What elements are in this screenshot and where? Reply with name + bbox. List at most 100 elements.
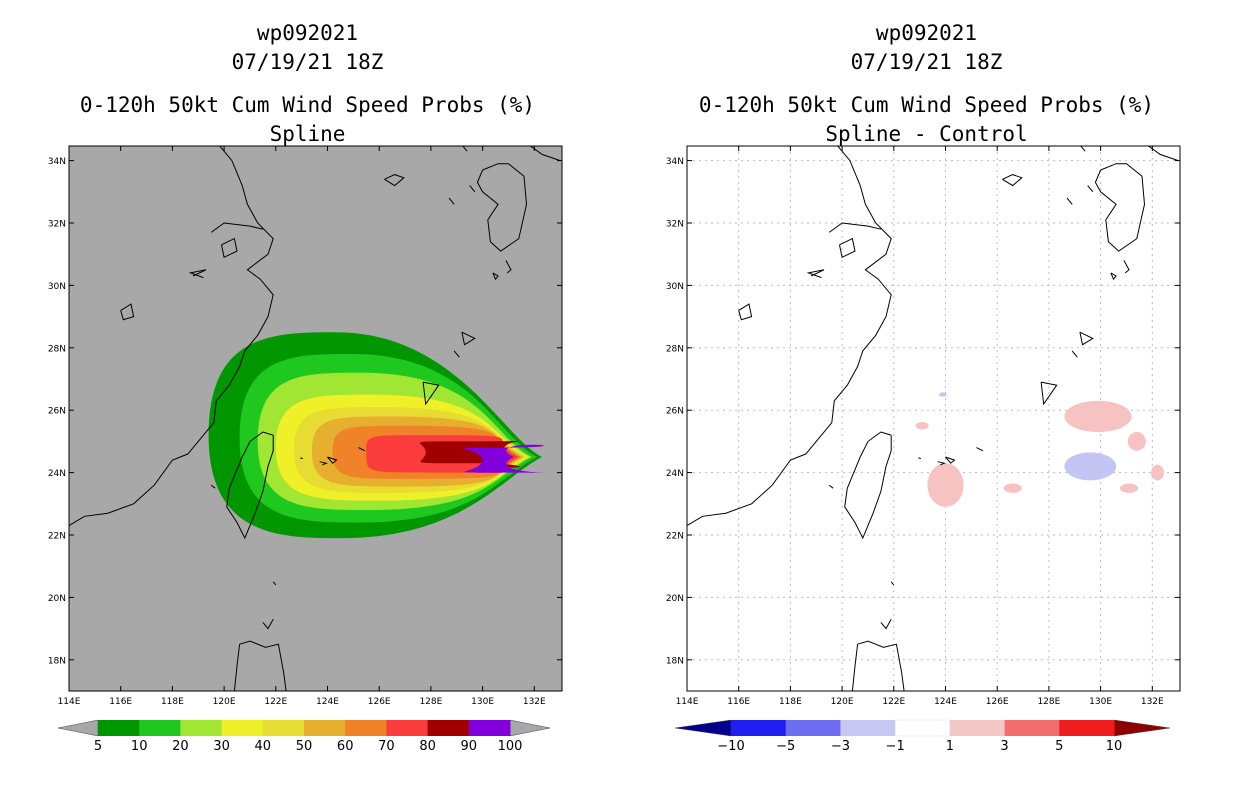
right-coast-miyako <box>976 447 984 452</box>
right-diff-blob <box>927 463 964 507</box>
left-coast-tanega <box>505 260 512 274</box>
right-colorbar-swatch <box>785 720 841 736</box>
left-ytick-label: 32N <box>48 220 66 230</box>
right-ytick-label: 24N <box>666 469 684 479</box>
right-ytick-label: 26N <box>666 407 684 417</box>
right-storm-id: wp092021 <box>875 21 978 45</box>
right-xtick-label: 122E <box>882 697 905 707</box>
left-coast-kyushu_isl2 <box>448 197 455 205</box>
left-colorbar-swatch <box>139 720 181 736</box>
left-colorbar-label: 20 <box>172 739 189 754</box>
right-coast-taiwan <box>844 431 892 540</box>
left-ytick-label: 20N <box>48 594 66 604</box>
left-colorbar-swatch <box>304 720 346 736</box>
right-colorbar-white-outline <box>894 719 951 737</box>
right-coast-kyushu <box>1094 163 1146 252</box>
right-diff-blob <box>1064 400 1132 433</box>
left-xtick-label: 132E <box>523 697 546 707</box>
right-colorbar-label: 1 <box>946 739 954 754</box>
left-coast-penghu <box>210 484 216 489</box>
left-colorbar-label: 30 <box>213 739 230 754</box>
left-ytick-label: 34N <box>48 157 66 167</box>
left-ytick-label: 18N <box>48 656 66 666</box>
left-contour-90 <box>464 444 545 474</box>
left-colorbar-label: 50 <box>296 739 313 754</box>
left-map-frame <box>68 145 563 692</box>
left-colorbar-swatch <box>221 720 264 736</box>
right-coast-okinawa <box>1040 381 1058 406</box>
left-storm-id: wp092021 <box>256 21 359 45</box>
left-map-panel: 114E 116E 118E 120E 122E 124E 126E 128E 130E 132E… <box>48 145 563 707</box>
right-colorbar-swatch <box>949 720 1006 736</box>
right-xtick-label: 130E <box>1089 697 1112 707</box>
right-chart-title: wp092021 07/19/21 18Z 0-120h 50kt Cum Wi… <box>664 19 1189 149</box>
left-xtick-label: 120E <box>213 697 236 707</box>
right-colorbar-swatch <box>840 720 896 736</box>
left-xtick-label: 118E <box>161 697 184 707</box>
left-coast-jeju <box>384 174 405 187</box>
left-xtick-label: 122E <box>264 697 287 707</box>
left-colorbar-swatch <box>345 720 387 736</box>
left-xtick-label: 114E <box>58 697 81 707</box>
left-coast-lake2 <box>120 303 135 321</box>
left-coast-okinawa <box>422 381 440 406</box>
right-xtick-label: 116E <box>727 697 750 707</box>
right-colorbar-high-arrow <box>1113 719 1171 737</box>
right-coast-lake3 <box>806 269 825 279</box>
right-xtick-label: 132E <box>1141 697 1164 707</box>
left-coast-honshu <box>529 146 561 162</box>
right-data-layer <box>687 146 1180 691</box>
right-datetime: 07/19/21 18Z <box>850 50 1003 74</box>
right-title: 0-120h 50kt Cum Wind Speed Probs (%) <box>698 93 1155 117</box>
left-coast-iriomote <box>319 461 328 466</box>
right-xtick-label: 126E <box>986 697 1009 707</box>
right-coast-lake2 <box>738 303 753 321</box>
right-coast-lake1 <box>839 237 856 259</box>
left-coast-mainland <box>69 146 274 527</box>
right-diff-blob <box>939 392 947 397</box>
right-ytick-label: 34N <box>666 157 684 167</box>
right-coast-luzon <box>851 640 905 691</box>
left-coast-batan <box>272 581 277 586</box>
left-ytick-label: 26N <box>48 407 66 417</box>
right-ytick-label: 18N <box>666 656 684 666</box>
left-datetime: 07/19/21 18Z <box>231 50 384 74</box>
right-coast-tokuno <box>1071 350 1078 358</box>
left-coast-taiwan <box>226 431 274 540</box>
right-coast-tanega <box>1123 260 1130 274</box>
left-coast-babuyan <box>262 618 274 630</box>
right-diff-blob <box>1003 483 1022 493</box>
right-coast-iriomote <box>937 461 946 466</box>
right-xtick-label: 114E <box>676 697 699 707</box>
right-coast-mainland <box>687 146 892 527</box>
left-coast-lake1 <box>221 237 238 259</box>
right-colorbar-label: 3 <box>1000 739 1008 754</box>
left-colorbar-swatch <box>386 720 429 736</box>
right-colorbar-label: −3 <box>831 739 850 754</box>
right-colorbar-label: 5 <box>1055 739 1063 754</box>
left-coast-yangtze <box>210 222 264 233</box>
left-colorbar-label: 90 <box>461 739 478 754</box>
left-colorbar-label: 40 <box>255 739 272 754</box>
left-ytick-label: 24N <box>48 469 66 479</box>
right-ytick-label: 28N <box>666 344 684 354</box>
right-coast-jeju <box>1002 174 1023 187</box>
left-colorbar-swatch <box>262 720 305 736</box>
right-colorbar-label: −1 <box>886 739 905 754</box>
left-subtitle: Spline <box>269 122 346 146</box>
right-diff-blob <box>1119 483 1139 493</box>
left-title: 0-120h 50kt Cum Wind Speed Probs (%) <box>79 93 536 117</box>
right-diff-blob <box>915 422 929 430</box>
left-xtick-label: 124E <box>316 697 339 707</box>
right-coast-yaku <box>1110 272 1117 281</box>
left-coast-miyako <box>358 447 366 452</box>
left-colorbar-label: 60 <box>337 739 354 754</box>
left-coast-kyushu_isl1 <box>469 185 476 193</box>
left-coast-yaku <box>492 272 499 281</box>
left-colorbar-label: 80 <box>419 739 436 754</box>
left-ytick-label: 22N <box>48 532 66 542</box>
left-colorbar-label: 10 <box>131 739 148 754</box>
left-xtick-label: 126E <box>368 697 391 707</box>
right-coast-batan <box>890 581 895 586</box>
